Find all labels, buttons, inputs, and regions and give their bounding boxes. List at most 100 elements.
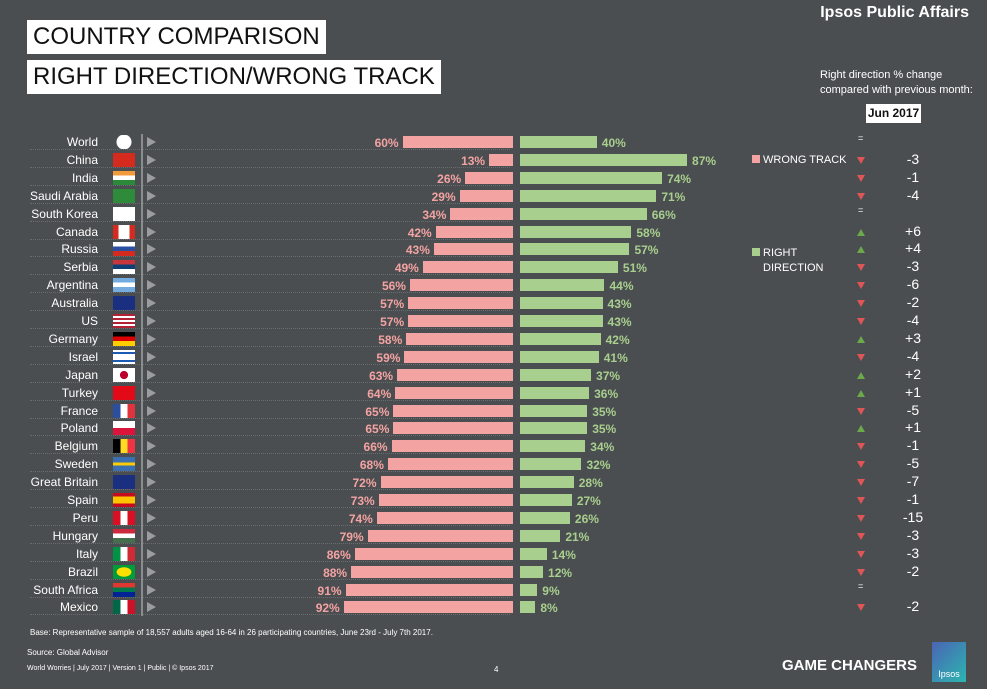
bar-wrong-track [422,261,513,274]
row-separator [30,435,510,437]
play-arrow-icon[interactable] [147,459,156,470]
down-arrow-icon [857,514,865,522]
play-arrow-icon[interactable] [147,351,156,362]
row-separator [30,507,510,508]
flag-south-africa-icon [113,582,135,597]
country-name: Brazil [67,564,98,579]
bar-right-direction [520,225,632,238]
label-wrong-track: 42% [407,225,432,240]
down-arrow-icon [857,497,865,504]
bar-right-direction [520,511,570,524]
bar-right-direction [520,279,605,292]
country-name: South Korea [31,206,98,221]
bar-wrong-track [459,189,513,202]
play-arrow-icon[interactable] [147,190,156,201]
change-value: -3 [906,544,920,561]
country-name: Sweden [54,457,98,472]
label-right-direction: 43% [607,297,632,312]
row-separator [30,238,510,240]
table-row: Sweden 68% 32% -5 [0,455,987,473]
bar-wrong-track [406,332,513,345]
label-right-direction: 34% [590,440,615,455]
table-row: Poland 65% 35% +1 [0,419,987,437]
play-arrow-icon[interactable] [147,423,156,434]
label-right-direction: 40% [601,136,626,150]
play-arrow-icon[interactable] [147,316,156,326]
change-value: -15 [902,508,924,525]
bar-right-direction [520,297,603,310]
play-arrow-icon[interactable] [147,333,156,344]
play-arrow-icon[interactable] [147,566,156,577]
bar-right-direction [520,153,688,166]
play-arrow-icon[interactable] [147,441,156,452]
play-arrow-icon[interactable] [147,387,156,398]
bar-right-direction [520,494,572,506]
change-value: +6 [905,222,921,239]
brand: Ipsos Public Affairs [820,4,969,21]
label-right-direction: 21% [565,529,590,544]
bar-right-direction [520,440,586,453]
play-arrow-icon[interactable] [147,602,156,613]
play-arrow-icon[interactable] [147,548,156,559]
table-row: France 65% 35% -5 [0,402,987,420]
play-arrow-icon[interactable] [147,405,156,416]
play-arrow-icon[interactable] [147,262,156,273]
table-row: Italy 86% 14% -3 [0,545,987,563]
row-separator [30,220,510,222]
table-row: Japan 63% 37% +2 [0,366,987,384]
label-wrong-track: 79% [339,529,364,544]
play-arrow-icon[interactable] [147,512,156,523]
change-heading-line2: compared with previous month: [820,84,973,96]
label-right-direction: 66% [651,207,676,222]
flag-canada-icon [113,224,135,239]
play-arrow-icon[interactable] [147,530,156,541]
row-separator [30,345,510,347]
play-arrow-icon[interactable] [147,244,156,255]
country-name: Hungary [52,528,98,543]
play-arrow-icon[interactable] [147,280,156,291]
country-name: Mexico [59,600,98,615]
table-row: Great Britain 72% 28% -7 [0,473,987,491]
row-separator [30,417,510,419]
play-arrow-icon[interactable] [147,298,156,309]
label-right-direction: 43% [607,315,632,329]
row-separator [30,489,510,491]
flag-israel-icon [113,349,135,364]
play-arrow-icon[interactable] [147,208,156,219]
table-row: Russia 43% 57% +4 [0,240,987,258]
flag-italy-icon [113,546,135,561]
down-arrow-icon [857,300,865,308]
flag-south-korea-icon [113,206,135,221]
play-arrow-icon[interactable] [147,477,156,488]
table-row: Canada 42% 58% +6 [0,223,987,241]
legend-label-right-1: RIGHT [763,247,798,259]
row-separator [30,149,510,150]
row-separator [30,453,510,455]
flag-globe-icon [113,135,135,149]
no-change-icon: = [858,580,864,591]
bar-wrong-track [433,243,513,256]
country-name: India [71,170,98,185]
play-arrow-icon[interactable] [147,154,156,165]
play-arrow-icon[interactable] [147,226,156,237]
change-value: -5 [906,401,920,418]
table-row: Brazil 88% 12% -2 [0,563,987,581]
table-row: Hungary 79% 21% -3 [0,527,987,545]
change-value: +1 [905,383,921,400]
play-arrow-icon[interactable] [147,172,156,183]
change-value: -4 [906,312,920,328]
label-wrong-track: 34% [422,207,447,222]
label-right-direction: 32% [586,458,611,473]
label-wrong-track: 68% [359,458,384,473]
table-row: Saudi Arabia 29% 71% -4 [0,187,987,205]
row-separator [30,596,510,598]
play-arrow-icon[interactable] [147,369,156,380]
label-right-direction: 28% [578,476,603,491]
label-right-direction: 71% [661,189,686,204]
change-heading-line1: Right direction % change [820,69,943,81]
play-arrow-icon[interactable] [147,137,156,147]
table-row: Serbia 49% 51% -3 [0,258,987,276]
play-arrow-icon[interactable] [147,584,156,595]
label-wrong-track: 73% [350,494,375,508]
play-arrow-icon[interactable] [147,495,156,505]
